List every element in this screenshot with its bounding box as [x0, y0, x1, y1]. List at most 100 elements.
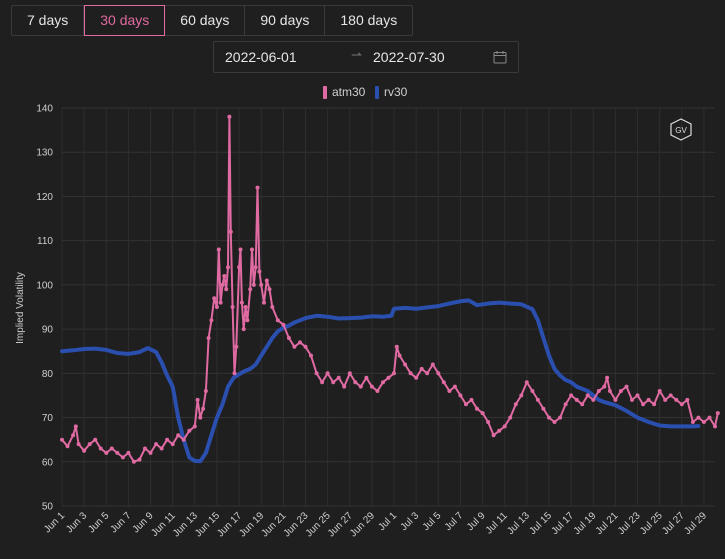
data-point-atm30[interactable]	[375, 389, 380, 393]
data-point-atm30[interactable]	[663, 397, 668, 402]
data-point-rv30[interactable]	[613, 403, 618, 407]
data-point-atm30[interactable]	[530, 389, 535, 393]
data-point-atm30[interactable]	[104, 450, 109, 455]
data-point-rv30[interactable]	[467, 298, 471, 302]
data-point-atm30[interactable]	[286, 336, 291, 340]
data-point-atm30[interactable]	[267, 287, 272, 292]
data-point-rv30[interactable]	[569, 380, 573, 384]
data-point-atm30[interactable]	[475, 406, 479, 411]
data-point-atm30[interactable]	[292, 344, 297, 349]
data-point-atm30[interactable]	[227, 114, 232, 119]
data-point-rv30[interactable]	[71, 348, 75, 352]
data-point-rv30[interactable]	[530, 307, 535, 311]
data-point-atm30[interactable]	[206, 336, 211, 340]
data-point-atm30[interactable]	[646, 397, 651, 402]
data-point-atm30[interactable]	[386, 375, 391, 380]
data-point-rv30[interactable]	[624, 409, 629, 413]
data-point-atm30[interactable]	[159, 446, 164, 451]
data-point-rv30[interactable]	[176, 416, 180, 420]
data-point-rv30[interactable]	[564, 378, 568, 382]
data-point-rv30[interactable]	[602, 400, 606, 404]
data-point-atm30[interactable]	[216, 247, 221, 252]
data-point-rv30[interactable]	[558, 373, 562, 378]
range-button-7-days[interactable]: 7 days	[12, 6, 85, 35]
data-point-atm30[interactable]	[331, 380, 336, 385]
data-point-atm30[interactable]	[347, 371, 352, 376]
data-point-atm30[interactable]	[214, 305, 219, 309]
data-point-rv30[interactable]	[541, 336, 546, 340]
data-point-rv30[interactable]	[680, 424, 684, 428]
data-point-rv30[interactable]	[146, 346, 150, 350]
data-point-atm30[interactable]	[241, 327, 246, 332]
data-point-rv30[interactable]	[647, 420, 651, 424]
data-point-atm30[interactable]	[82, 448, 87, 453]
data-point-atm30[interactable]	[192, 424, 197, 429]
data-point-atm30[interactable]	[232, 371, 237, 376]
data-point-atm30[interactable]	[309, 353, 313, 358]
data-point-atm30[interactable]	[358, 384, 363, 389]
data-point-atm30[interactable]	[93, 437, 98, 442]
data-point-atm30[interactable]	[230, 305, 235, 309]
data-point-atm30[interactable]	[226, 265, 230, 270]
data-point-rv30[interactable]	[326, 315, 330, 319]
data-point-atm30[interactable]	[228, 229, 233, 234]
series-line-atm30[interactable]	[61, 115, 719, 463]
data-point-rv30[interactable]	[187, 455, 191, 459]
data-point-atm30[interactable]	[71, 433, 76, 438]
data-point-atm30[interactable]	[198, 415, 203, 420]
data-point-rv30[interactable]	[575, 385, 579, 389]
data-point-atm30[interactable]	[605, 375, 610, 380]
data-point-atm30[interactable]	[414, 375, 419, 380]
data-point-rv30[interactable]	[696, 424, 701, 428]
data-point-atm30[interactable]	[203, 389, 208, 393]
data-point-atm30[interactable]	[76, 442, 81, 447]
data-point-atm30[interactable]	[425, 371, 430, 376]
data-point-atm30[interactable]	[685, 397, 690, 402]
data-point-rv30[interactable]	[292, 320, 296, 325]
data-point-atm30[interactable]	[73, 424, 78, 429]
data-point-rv30[interactable]	[93, 347, 97, 351]
data-point-atm30[interactable]	[690, 420, 695, 424]
data-point-atm30[interactable]	[547, 415, 551, 420]
data-point-atm30[interactable]	[596, 389, 601, 393]
series-line-rv30[interactable]	[60, 298, 701, 464]
data-point-atm30[interactable]	[303, 344, 308, 349]
data-point-atm30[interactable]	[238, 247, 243, 252]
data-point-atm30[interactable]	[613, 397, 618, 402]
data-point-rv30[interactable]	[337, 316, 341, 321]
data-point-atm30[interactable]	[635, 393, 640, 398]
data-point-atm30[interactable]	[696, 415, 701, 420]
data-point-atm30[interactable]	[447, 389, 452, 393]
data-point-atm30[interactable]	[255, 185, 260, 190]
data-point-atm30[interactable]	[679, 402, 684, 407]
data-point-rv30[interactable]	[552, 367, 557, 371]
data-point-atm30[interactable]	[218, 300, 223, 305]
data-point-atm30[interactable]	[176, 433, 181, 438]
data-point-atm30[interactable]	[209, 318, 214, 323]
data-point-atm30[interactable]	[224, 287, 229, 292]
data-point-atm30[interactable]	[250, 247, 254, 252]
data-point-atm30[interactable]	[126, 450, 131, 455]
data-point-atm30[interactable]	[320, 380, 325, 385]
data-point-atm30[interactable]	[480, 411, 485, 416]
data-point-rv30[interactable]	[126, 352, 130, 356]
start-date-input[interactable]: 2022-06-01	[225, 49, 297, 65]
data-point-atm30[interactable]	[491, 433, 496, 438]
data-point-atm30[interactable]	[668, 393, 673, 398]
data-point-atm30[interactable]	[170, 442, 175, 447]
data-point-atm30[interactable]	[464, 402, 468, 407]
data-point-atm30[interactable]	[591, 397, 596, 402]
data-point-rv30[interactable]	[287, 324, 291, 328]
data-point-atm30[interactable]	[131, 459, 136, 464]
range-button-30-days[interactable]: 30 days	[84, 5, 166, 36]
data-point-atm30[interactable]	[436, 371, 441, 376]
data-point-rv30[interactable]	[486, 301, 490, 306]
data-point-atm30[interactable]	[270, 305, 275, 309]
data-point-rv30[interactable]	[215, 416, 219, 420]
data-point-rv30[interactable]	[669, 424, 673, 428]
data-point-rv30[interactable]	[447, 301, 451, 306]
data-point-atm30[interactable]	[707, 415, 712, 420]
data-point-rv30[interactable]	[508, 301, 512, 306]
data-point-atm30[interactable]	[281, 322, 286, 327]
data-point-rv30[interactable]	[270, 336, 274, 340]
